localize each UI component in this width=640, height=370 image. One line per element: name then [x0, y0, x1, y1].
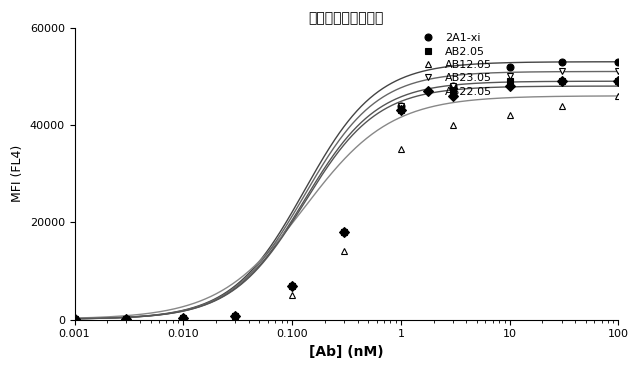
AB12.05 [340, 249, 348, 254]
AB22.05 [70, 317, 78, 321]
2A1-xi [123, 316, 131, 321]
Line: 2A1-xi: 2A1-xi [71, 58, 622, 323]
AB2.05 [288, 283, 296, 288]
2A1-xi [340, 230, 348, 234]
AB23.05 [557, 69, 565, 74]
2A1-xi [288, 283, 296, 288]
AB22.05 [449, 94, 456, 98]
AB12.05 [231, 313, 239, 318]
2A1-xi [231, 313, 239, 318]
2A1-xi [70, 317, 78, 321]
2A1-xi [506, 64, 513, 69]
AB2.05 [123, 316, 131, 321]
AB2.05 [179, 316, 187, 320]
AB12.05 [397, 147, 404, 152]
Title: ヒト化２Ａ１変異体: ヒト化２Ａ１変異体 [308, 11, 384, 25]
AB23.05 [179, 316, 187, 320]
AB12.05 [70, 317, 78, 321]
AB23.05 [614, 69, 622, 74]
X-axis label: [Ab] (nM): [Ab] (nM) [309, 345, 384, 359]
Line: AB22.05: AB22.05 [71, 78, 622, 323]
AB12.05 [123, 316, 131, 321]
AB23.05 [397, 103, 404, 108]
AB22.05 [614, 79, 622, 83]
Legend: 2A1-xi, AB2.05, AB12.05, AB23.05, AB22.05: 2A1-xi, AB2.05, AB12.05, AB23.05, AB22.0… [413, 29, 497, 101]
AB2.05 [231, 313, 239, 318]
AB22.05 [557, 79, 565, 83]
AB22.05 [340, 230, 348, 234]
2A1-xi [397, 103, 404, 108]
AB23.05 [449, 84, 456, 88]
AB23.05 [288, 283, 296, 288]
AB12.05 [614, 94, 622, 98]
2A1-xi [449, 84, 456, 88]
AB22.05 [288, 283, 296, 288]
2A1-xi [557, 60, 565, 64]
AB12.05 [506, 113, 513, 117]
AB2.05 [614, 79, 622, 83]
AB2.05 [397, 108, 404, 112]
2A1-xi [614, 60, 622, 64]
AB22.05 [231, 313, 239, 318]
AB22.05 [179, 316, 187, 320]
AB12.05 [449, 123, 456, 127]
AB22.05 [506, 84, 513, 88]
AB2.05 [340, 230, 348, 234]
Line: AB2.05: AB2.05 [71, 78, 622, 323]
AB23.05 [70, 317, 78, 321]
AB12.05 [288, 293, 296, 297]
AB22.05 [123, 316, 131, 321]
AB23.05 [340, 230, 348, 234]
AB12.05 [179, 316, 187, 320]
AB12.05 [557, 103, 565, 108]
Line: AB23.05: AB23.05 [71, 68, 622, 323]
Line: AB12.05: AB12.05 [71, 92, 622, 323]
AB2.05 [449, 89, 456, 93]
AB23.05 [123, 316, 131, 321]
AB2.05 [70, 317, 78, 321]
AB23.05 [506, 74, 513, 78]
AB22.05 [397, 108, 404, 112]
AB2.05 [506, 79, 513, 83]
AB2.05 [557, 79, 565, 83]
AB23.05 [231, 313, 239, 318]
Y-axis label: MFI (FL4): MFI (FL4) [11, 145, 24, 202]
2A1-xi [179, 316, 187, 320]
